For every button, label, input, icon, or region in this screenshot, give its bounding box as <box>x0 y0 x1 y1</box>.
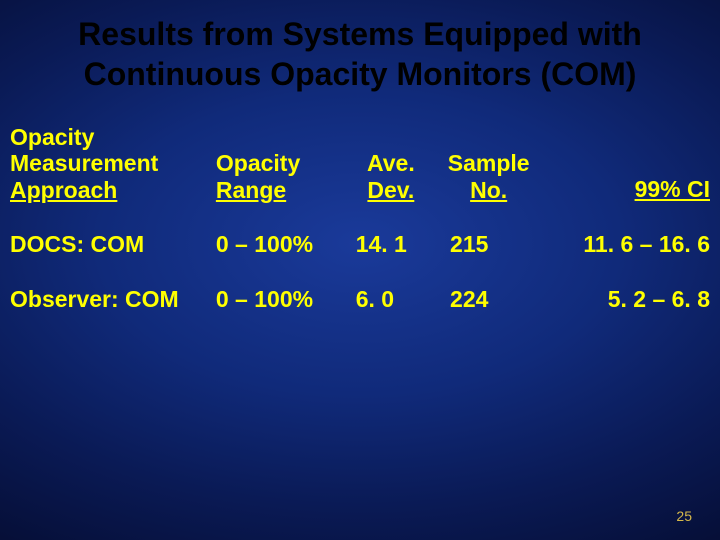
cell-range: 0 – 100% <box>216 258 350 313</box>
cell-ci: 11. 6 – 16. 6 <box>545 203 710 258</box>
table-header-row: Opacity Measurement Approach Opacity Ran… <box>10 124 710 203</box>
cell-sample: 224 <box>432 258 545 313</box>
col-header-dev-l2: Dev. <box>367 177 414 203</box>
col-header-sample: Sample No. <box>432 124 545 203</box>
slide-title: Results from Systems Equipped with Conti… <box>0 0 720 94</box>
results-table-container: Opacity Measurement Approach Opacity Ran… <box>0 94 720 313</box>
col-header-sample-l1: Sample <box>448 150 530 176</box>
col-header-ci: 99% CI <box>545 124 710 203</box>
col-header-dev: Ave. Dev. <box>350 124 432 203</box>
col-header-approach-l1: Opacity <box>10 124 94 150</box>
col-header-range: Opacity Range <box>216 124 350 203</box>
table-row: DOCS: COM 0 – 100% 14. 1 215 11. 6 – 16.… <box>10 203 710 258</box>
col-header-ci-l1: 99% CI <box>635 176 710 202</box>
cell-range: 0 – 100% <box>216 203 350 258</box>
cell-approach: Observer: COM <box>10 258 216 313</box>
col-header-approach-l2: Measurement <box>10 150 158 176</box>
col-header-dev-l1: Ave. <box>367 150 415 176</box>
col-header-approach: Opacity Measurement Approach <box>10 124 216 203</box>
col-header-sample-l2: No. <box>470 177 507 203</box>
cell-sample: 215 <box>432 203 545 258</box>
col-header-approach-l3: Approach <box>10 177 117 203</box>
cell-dev: 6. 0 <box>350 258 432 313</box>
col-header-range-l1: Opacity <box>216 150 300 176</box>
results-table: Opacity Measurement Approach Opacity Ran… <box>10 124 710 313</box>
cell-approach: DOCS: COM <box>10 203 216 258</box>
col-header-range-l2: Range <box>216 177 286 203</box>
cell-dev: 14. 1 <box>350 203 432 258</box>
page-number: 25 <box>676 508 692 524</box>
table-row: Observer: COM 0 – 100% 6. 0 224 5. 2 – 6… <box>10 258 710 313</box>
cell-ci: 5. 2 – 6. 8 <box>545 258 710 313</box>
